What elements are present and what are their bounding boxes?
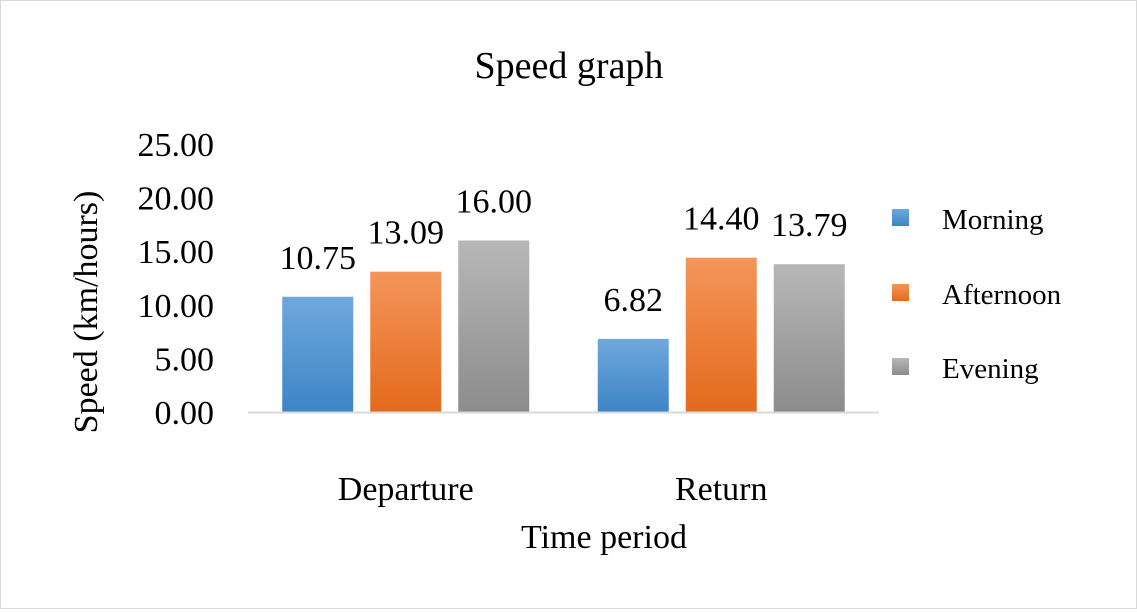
data-label: 10.75: [280, 240, 357, 277]
data-labels: 10.75 13.09 16.00 6.82 14.40 13.79: [280, 183, 848, 318]
legend: Morning Afternoon Evening: [892, 204, 1062, 385]
y-tick-label: 0.00: [155, 395, 215, 432]
y-tick-label: 20.00: [138, 181, 215, 218]
legend-label-morning: Morning: [942, 204, 1044, 236]
x-tick-label: Return: [675, 471, 768, 508]
data-label: 14.40: [683, 201, 760, 238]
legend-swatch-morning: [892, 209, 909, 226]
legend-swatch-afternoon: [892, 284, 909, 301]
chart-title: Speed graph: [475, 45, 664, 87]
bar-evening-return: [773, 264, 845, 412]
x-tick-label: Departure: [338, 471, 474, 508]
y-tick-label: 5.00: [155, 341, 215, 378]
x-tick-labels: Departure Return: [338, 471, 768, 508]
data-label: 13.09: [368, 215, 445, 252]
bar-morning-return: [597, 338, 669, 412]
data-label: 16.00: [456, 183, 533, 220]
bar-evening-departure: [458, 240, 530, 412]
bar-afternoon-return: [685, 257, 757, 412]
bar-afternoon-departure: [370, 271, 442, 412]
data-label: 6.82: [604, 282, 664, 319]
y-tick-label: 15.00: [138, 234, 215, 271]
legend-swatch-evening: [892, 358, 909, 375]
bar-morning-departure: [282, 296, 354, 412]
legend-label-afternoon: Afternoon: [942, 279, 1062, 311]
y-tick-labels: 0.00 5.00 10.00 15.00 20.00 25.00: [138, 127, 215, 432]
y-tick-label: 25.00: [138, 127, 215, 164]
data-label: 13.79: [771, 207, 848, 244]
legend-label-evening: Evening: [942, 353, 1039, 385]
bars: [282, 240, 845, 412]
y-axis-label: Speed (km/hours): [68, 191, 105, 434]
x-axis-label: Time period: [521, 519, 687, 556]
y-tick-label: 10.00: [138, 288, 215, 325]
